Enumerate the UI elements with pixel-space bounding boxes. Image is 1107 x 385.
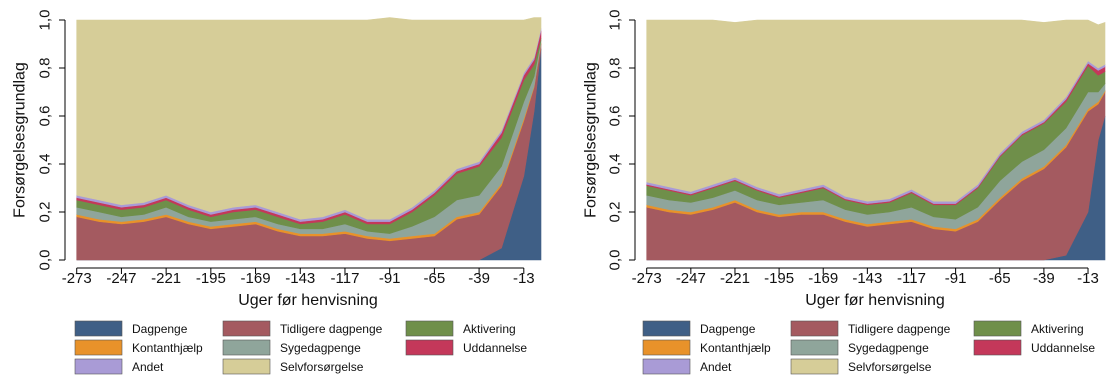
- legend-entry: Sygedagpenge: [790, 339, 929, 356]
- legend-entry: Sygedagpenge: [222, 339, 361, 356]
- x-tick-label: -247: [676, 270, 706, 287]
- legend-swatch: [222, 339, 271, 356]
- x-tick-label: -143: [285, 270, 315, 287]
- legend-entry: Uddannelse: [405, 339, 527, 356]
- x-tick-label: -39: [468, 270, 490, 287]
- x-tick-label: -273: [62, 270, 92, 287]
- y-tick-label: 0,4: [607, 154, 624, 175]
- x-tick-label: -221: [720, 270, 750, 287]
- legend-entry: Kontanthjælp: [642, 339, 771, 356]
- y-tick-label: 1,0: [37, 10, 54, 31]
- x-axis-title: Uger før henvisning: [805, 292, 945, 309]
- x-tick-label: -273: [632, 270, 662, 287]
- y-tick-label: 0,8: [607, 58, 624, 79]
- y-axis-title: Forsørgelsesgrundlag: [12, 62, 29, 218]
- area-selvforsørgelse: [76, 17, 542, 220]
- legend-swatch: [642, 339, 691, 356]
- legend-label: Selvforsørgelse: [848, 360, 932, 374]
- chart-panel-right: 0,0 0,2 0,4 0,6 0,8 1,0 Forsørgelsesgrundlag -2…: [583, 10, 1106, 375]
- x-tick-label: -117: [331, 270, 360, 287]
- legend-swatch: [405, 320, 454, 337]
- y-tick-label: 0,2: [37, 202, 54, 223]
- legend-label: Aktivering: [1031, 322, 1084, 336]
- legend-entry: Tidligere dagpenge: [222, 320, 383, 337]
- legend-label: Sygedagpenge: [280, 341, 361, 355]
- x-axis-title: Uger før henvisning: [238, 292, 378, 309]
- legend-label: Andet: [132, 360, 164, 374]
- y-tick-label: 0,8: [37, 58, 54, 79]
- legend-swatch: [790, 320, 839, 337]
- x-tick-label: -39: [1033, 270, 1055, 287]
- legend-label: Sygedagpenge: [848, 341, 929, 355]
- legend-label: Dagpenge: [132, 322, 188, 336]
- x-tick-label: -247: [106, 270, 136, 287]
- legend-label: Tidligere dagpenge: [280, 322, 383, 336]
- y-tick-label: 0,2: [607, 202, 624, 223]
- x-tick-label: -91: [945, 270, 967, 287]
- legend-entry: Andet: [74, 358, 164, 375]
- legend-label: Kontanthjælp: [700, 341, 771, 355]
- legend-entry: Uddannelse: [973, 339, 1095, 356]
- legend-entry: Selvforsørgelse: [222, 358, 364, 375]
- legend-swatch: [790, 358, 839, 375]
- x-tick-label: -13: [513, 270, 535, 287]
- legend-swatch: [74, 320, 123, 337]
- legend-label: Uddannelse: [1031, 341, 1095, 355]
- legend-entry: Andet: [642, 358, 732, 375]
- y-tick-label: 1,0: [607, 10, 624, 31]
- y-tick-label: 0,0: [37, 250, 54, 271]
- legend-entry: Aktivering: [405, 320, 516, 337]
- y-tick-label: 0,6: [607, 106, 624, 127]
- legend-label: Aktivering: [463, 322, 516, 336]
- y-tick-label: 0,4: [37, 154, 54, 175]
- x-tick-label: -117: [897, 270, 926, 287]
- legend-swatch: [222, 358, 271, 375]
- legend-swatch: [973, 320, 1022, 337]
- legend-swatch: [790, 339, 839, 356]
- legend-entry: Aktivering: [973, 320, 1084, 337]
- y-tick-label: 0,6: [37, 106, 54, 127]
- legend-swatch: [642, 358, 691, 375]
- x-tick-label: -195: [764, 270, 794, 287]
- chart-panel-left: 0,0 0,2 0,4 0,6 0,8 1,0 Forsørgelsesgrundlag -2…: [12, 10, 542, 375]
- legend-label: Selvforsørgelse: [280, 360, 364, 374]
- legend-label: Tidligere dagpenge: [848, 322, 951, 336]
- legend-swatch: [74, 339, 123, 356]
- legend-swatch: [222, 320, 271, 337]
- x-tick-label: -65: [989, 270, 1011, 287]
- x-tick-label: -13: [1077, 270, 1099, 287]
- x-tick-label: -169: [241, 270, 271, 287]
- legend-entry: Kontanthjælp: [74, 339, 203, 356]
- legend-swatch: [405, 339, 454, 356]
- legend-entry: Selvforsørgelse: [790, 358, 932, 375]
- legend-entry: Dagpenge: [74, 320, 188, 337]
- y-axis-title: Forsørgelsesgrundlag: [583, 62, 600, 218]
- legend-label: Andet: [700, 360, 732, 374]
- x-tick-label: -91: [379, 270, 401, 287]
- legend-swatch: [973, 339, 1022, 356]
- x-tick-label: -169: [808, 270, 838, 287]
- legend-label: Dagpenge: [700, 322, 756, 336]
- legend-entry: Dagpenge: [642, 320, 756, 337]
- x-tick-label: -143: [852, 270, 882, 287]
- y-tick-label: 0,0: [607, 250, 624, 271]
- legend-label: Uddannelse: [463, 341, 527, 355]
- legend-swatch: [74, 358, 123, 375]
- area-selvforsørgelse: [646, 19, 1106, 202]
- legend-entry: Tidligere dagpenge: [790, 320, 951, 337]
- x-tick-label: -195: [196, 270, 226, 287]
- legend-label: Kontanthjælp: [132, 341, 203, 355]
- legend-swatch: [642, 320, 691, 337]
- x-tick-label: -65: [424, 270, 446, 287]
- x-tick-label: -221: [151, 270, 181, 287]
